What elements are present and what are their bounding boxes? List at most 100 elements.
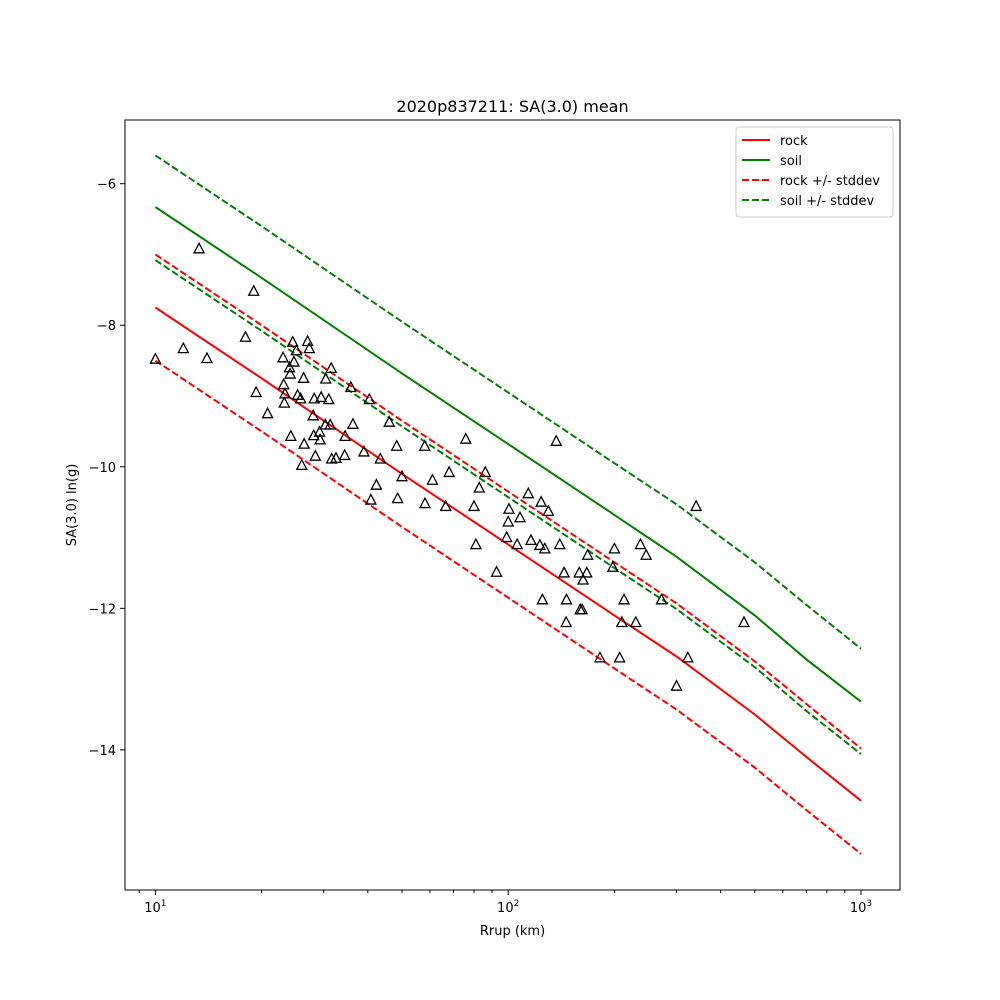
observation-point bbox=[615, 615, 628, 628]
series-layer bbox=[154, 154, 862, 855]
observation-point bbox=[309, 449, 322, 461]
observation-point bbox=[287, 355, 301, 367]
observation-points bbox=[149, 241, 751, 691]
observation-point bbox=[315, 390, 328, 403]
observation-point bbox=[606, 560, 619, 572]
observation-point bbox=[581, 548, 594, 560]
observation-point bbox=[439, 499, 452, 512]
observation-point bbox=[617, 592, 631, 605]
observation-point bbox=[295, 458, 308, 471]
y-axis-label: SA(3.0) ln(g) bbox=[65, 464, 80, 547]
y-axis-ticks: −6 −8 −10 −12 −14 bbox=[89, 178, 125, 759]
observation-point bbox=[357, 445, 371, 457]
observation-point bbox=[149, 352, 162, 364]
observation-point bbox=[247, 284, 260, 296]
observation-point bbox=[283, 360, 296, 373]
observation-point bbox=[524, 533, 538, 546]
observation-point bbox=[573, 566, 586, 578]
observation-point bbox=[490, 565, 503, 577]
observation-point bbox=[576, 602, 589, 615]
observation-point bbox=[500, 530, 513, 543]
observation-point bbox=[250, 385, 263, 398]
observation-point bbox=[681, 650, 694, 663]
observation-point bbox=[560, 615, 573, 628]
legend-label: soil bbox=[780, 154, 802, 169]
series-line-5 bbox=[154, 259, 862, 755]
observation-point bbox=[513, 510, 527, 523]
observation-point bbox=[473, 481, 486, 493]
observation-point bbox=[608, 541, 621, 554]
observation-point bbox=[533, 538, 546, 550]
y-tick-label: −10 bbox=[89, 461, 116, 476]
observation-point bbox=[278, 386, 292, 399]
x-tick-label: 103 bbox=[850, 899, 872, 916]
observation-point bbox=[298, 437, 311, 449]
observation-point bbox=[395, 469, 409, 482]
observation-point bbox=[418, 439, 431, 451]
observation-point bbox=[307, 408, 320, 421]
series-line-0 bbox=[154, 306, 862, 802]
y-tick-label: −6 bbox=[97, 178, 116, 193]
series-line-2 bbox=[154, 253, 862, 750]
observation-point bbox=[324, 418, 337, 430]
observation-point bbox=[346, 417, 360, 429]
observation-point bbox=[319, 372, 332, 384]
observation-point bbox=[363, 392, 376, 405]
observation-point bbox=[535, 495, 548, 507]
observation-point bbox=[276, 350, 290, 363]
axes-frame bbox=[124, 119, 901, 891]
observation-point bbox=[284, 429, 297, 442]
observation-point bbox=[390, 439, 403, 451]
observation-point bbox=[308, 391, 321, 404]
observation-point bbox=[286, 335, 299, 347]
observation-point bbox=[640, 548, 653, 560]
series-line-3 bbox=[154, 359, 862, 855]
observation-point bbox=[670, 679, 683, 691]
observation-point bbox=[522, 486, 535, 499]
observation-point bbox=[542, 504, 555, 517]
observation-point bbox=[655, 592, 668, 605]
observation-point bbox=[391, 491, 404, 504]
observation-point bbox=[580, 566, 593, 578]
observation-point bbox=[193, 241, 206, 254]
observation-point bbox=[459, 432, 472, 444]
legend-label: rock +/- stddev bbox=[780, 174, 880, 189]
series-line-4 bbox=[154, 154, 862, 650]
observation-point bbox=[560, 592, 573, 605]
observation-point bbox=[277, 377, 290, 390]
y-tick-label: −14 bbox=[89, 744, 116, 759]
y-tick-label: −8 bbox=[97, 319, 116, 334]
y-tick-label: −12 bbox=[89, 602, 116, 617]
observation-point bbox=[629, 615, 642, 628]
observation-point bbox=[511, 537, 524, 550]
observation-point bbox=[426, 473, 439, 485]
observation-point bbox=[576, 573, 590, 585]
x-tick-label: 102 bbox=[497, 899, 519, 916]
observation-point bbox=[550, 434, 563, 446]
legend: rock soil rock +/- stddev soil +/- stddev bbox=[735, 126, 894, 218]
observation-point bbox=[370, 478, 383, 490]
observation-point bbox=[557, 566, 571, 578]
observation-point bbox=[294, 391, 307, 404]
observation-point bbox=[467, 499, 481, 512]
x-tick-label: 101 bbox=[144, 899, 166, 916]
observation-point bbox=[322, 392, 335, 405]
observation-point bbox=[329, 451, 343, 463]
observation-point bbox=[613, 650, 626, 663]
observation-point bbox=[443, 465, 456, 478]
x-axis-label: Rrup (km) bbox=[480, 924, 545, 939]
observation-point bbox=[284, 367, 297, 379]
legend-label: soil +/- stddev bbox=[780, 194, 875, 209]
observation-point bbox=[502, 502, 516, 514]
legend-label: rock bbox=[780, 134, 808, 149]
observation-point bbox=[200, 351, 214, 364]
chart-title: 2020p837211: SA(3.0) mean bbox=[396, 97, 628, 116]
observation-point bbox=[325, 361, 338, 374]
observation-point bbox=[239, 330, 252, 342]
observation-point bbox=[690, 499, 703, 512]
observation-point bbox=[261, 406, 274, 419]
observation-point bbox=[538, 541, 551, 554]
observation-point bbox=[593, 650, 607, 663]
observation-point bbox=[344, 380, 357, 393]
observation-point bbox=[364, 493, 377, 505]
